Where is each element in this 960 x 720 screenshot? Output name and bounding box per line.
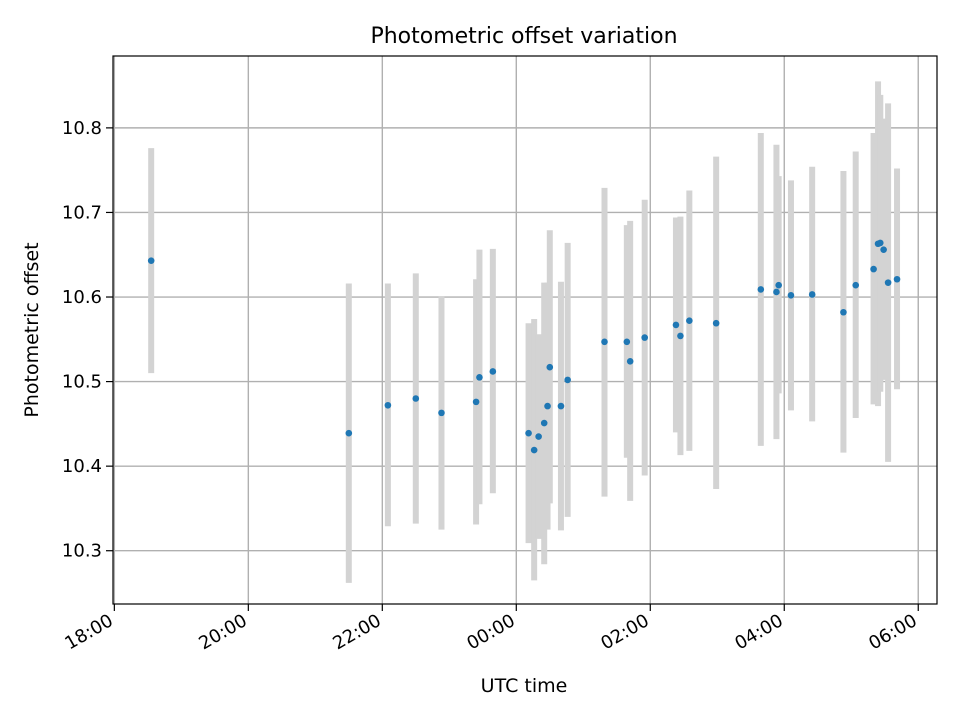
data-point bbox=[623, 338, 631, 346]
data-point bbox=[686, 317, 693, 324]
chart-title: Photometric offset variation bbox=[370, 24, 677, 49]
data-point bbox=[472, 398, 480, 406]
data-point bbox=[808, 291, 816, 298]
data-point bbox=[757, 286, 765, 293]
data-point bbox=[880, 246, 887, 253]
grid-lines bbox=[113, 56, 937, 604]
data-point bbox=[852, 281, 860, 289]
data-point bbox=[787, 292, 795, 299]
data-point bbox=[601, 338, 608, 346]
data-points bbox=[147, 239, 901, 454]
data-point bbox=[564, 376, 571, 384]
data-point bbox=[840, 308, 847, 316]
data-point bbox=[438, 409, 445, 417]
data-point bbox=[546, 363, 554, 371]
y-tick-label: 10.4 bbox=[62, 456, 102, 477]
data-point bbox=[544, 402, 551, 410]
data-point bbox=[677, 332, 684, 340]
data-point bbox=[884, 279, 892, 286]
y-tick-label: 10.7 bbox=[62, 202, 102, 223]
data-point bbox=[672, 321, 680, 329]
data-point bbox=[641, 334, 648, 341]
data-point bbox=[540, 419, 548, 427]
y-tick-label: 10.8 bbox=[62, 118, 102, 139]
y-tick-label: 10.5 bbox=[62, 372, 102, 393]
data-point bbox=[384, 401, 392, 409]
data-point bbox=[775, 281, 782, 289]
data-point bbox=[489, 368, 497, 375]
y-tick-label: 10.6 bbox=[62, 287, 102, 308]
y-tick-label: 10.3 bbox=[62, 541, 102, 562]
data-point bbox=[626, 357, 634, 365]
data-point bbox=[147, 257, 155, 264]
x-axis-label: UTC time bbox=[481, 675, 568, 697]
y-axis-label: Photometric offset bbox=[21, 242, 43, 417]
plot-frame bbox=[112, 55, 938, 605]
data-point bbox=[893, 275, 901, 283]
data-point bbox=[870, 265, 877, 273]
data-point bbox=[525, 429, 532, 437]
data-point bbox=[345, 429, 353, 437]
data-point bbox=[876, 239, 884, 247]
data-point bbox=[773, 288, 780, 296]
data-point bbox=[535, 433, 542, 440]
data-point bbox=[530, 446, 538, 454]
data-point bbox=[712, 319, 720, 327]
data-point bbox=[412, 395, 420, 402]
data-point bbox=[476, 374, 483, 381]
data-point bbox=[557, 402, 565, 410]
